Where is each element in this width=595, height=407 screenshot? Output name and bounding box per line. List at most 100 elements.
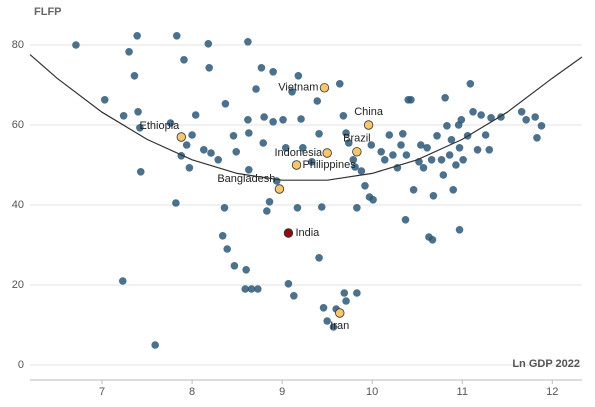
highlight-point <box>319 83 330 93</box>
data-point <box>317 203 326 211</box>
data-point <box>269 68 277 76</box>
data-point <box>299 144 307 152</box>
data-point <box>402 151 411 159</box>
data-point <box>429 192 438 200</box>
data-point <box>340 289 349 297</box>
y-tick-label: 40 <box>12 199 24 211</box>
data-point <box>241 285 250 293</box>
data-point <box>481 131 490 139</box>
data-point <box>263 207 271 215</box>
x-tick-label: 11 <box>457 386 468 398</box>
data-point <box>308 158 316 166</box>
data-point <box>259 139 268 147</box>
data-point <box>229 132 238 140</box>
data-point <box>220 204 229 212</box>
data-point <box>473 146 482 154</box>
data-point <box>477 111 485 119</box>
data-point <box>335 80 344 88</box>
data-point <box>389 151 397 159</box>
point-label: Philippines <box>303 159 357 171</box>
data-point <box>439 171 448 179</box>
data-point <box>441 94 449 102</box>
data-point <box>172 199 180 207</box>
data-point <box>260 113 268 121</box>
data-point <box>119 112 128 120</box>
point-label: Indonesia <box>274 147 323 159</box>
data-point <box>204 40 213 48</box>
data-point <box>244 116 252 124</box>
data-point <box>452 161 460 169</box>
data-point <box>417 141 425 149</box>
data-point <box>269 118 277 126</box>
highlight-point <box>176 132 186 142</box>
x-tick-label: 9 <box>279 386 285 398</box>
data-point <box>245 129 253 137</box>
data-point <box>199 146 208 154</box>
data-point <box>466 80 475 88</box>
data-point <box>537 122 546 130</box>
data-point <box>329 323 338 331</box>
data-point <box>315 253 323 262</box>
data-point <box>172 32 181 40</box>
data-point <box>180 56 188 64</box>
data-point <box>242 266 250 274</box>
data-point <box>205 64 213 72</box>
data-point <box>288 88 296 96</box>
data-point <box>252 85 260 93</box>
data-point <box>353 204 361 212</box>
data-point <box>315 130 323 138</box>
data-point <box>125 48 133 56</box>
data-point <box>166 119 175 127</box>
data-point <box>445 151 454 159</box>
data-point <box>377 148 385 156</box>
data-point <box>293 204 302 212</box>
data-point <box>409 186 418 194</box>
y-tick-label: 20 <box>12 279 24 291</box>
data-point <box>185 164 194 172</box>
data-point <box>485 146 494 154</box>
data-point <box>533 134 541 142</box>
point-label: India <box>295 227 320 239</box>
highlight-point <box>291 160 302 170</box>
data-point <box>136 168 145 176</box>
data-point <box>191 111 200 119</box>
data-point <box>214 156 223 164</box>
data-point <box>207 149 215 157</box>
data-point <box>401 216 410 224</box>
data-point <box>423 144 431 152</box>
data-point <box>323 317 331 325</box>
data-point <box>279 116 287 124</box>
data-point <box>459 156 467 164</box>
x-tick-label: 10 <box>366 386 378 398</box>
data-point <box>427 156 436 164</box>
data-point <box>230 262 239 270</box>
point-label: China <box>354 106 384 118</box>
data-point <box>353 289 361 297</box>
data-point <box>349 156 358 164</box>
data-point <box>397 141 405 149</box>
data-point <box>232 148 241 156</box>
data-point <box>342 129 350 137</box>
point-label: Vietnam <box>278 82 318 94</box>
x-tick-label: 8 <box>189 386 195 398</box>
data-point <box>339 112 348 120</box>
data-point <box>487 114 495 122</box>
data-point <box>531 113 539 121</box>
data-point <box>443 122 451 130</box>
data-point <box>182 141 191 149</box>
x-axis-label: Ln GDP 2022 <box>512 358 580 370</box>
data-point <box>357 167 366 175</box>
data-point <box>449 186 458 194</box>
data-point <box>257 64 266 72</box>
data-point <box>469 108 477 116</box>
point-label: Iran <box>330 320 349 332</box>
data-point <box>151 341 159 349</box>
highlight-point <box>283 228 294 238</box>
data-point <box>437 156 446 164</box>
y-tick-label: 80 <box>12 39 24 51</box>
data-point <box>72 41 80 49</box>
data-point <box>221 100 230 108</box>
data-point <box>133 32 141 40</box>
data-point <box>351 163 359 171</box>
